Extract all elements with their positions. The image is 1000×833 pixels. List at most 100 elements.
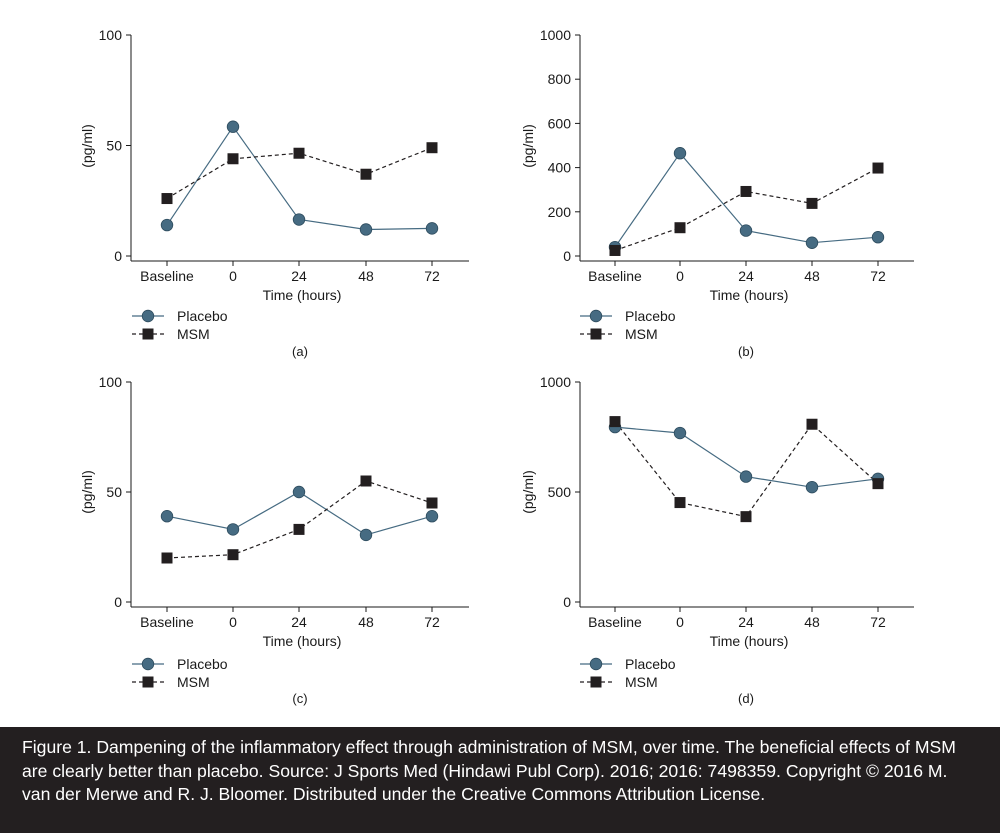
chart-panel-a: 0 50 100 Baseline 0 24 48 72 Time (hours) (pg/ml)… [79,27,469,359]
x-axis-title: Time (hours) [710,287,789,303]
legend-marker-msm [590,676,602,688]
legend-marker-msm [142,328,154,340]
legend-label-placebo: Placebo [625,656,676,672]
legend-label-msm: MSM [177,326,210,342]
data-point-msm [740,185,752,197]
chart-panel-d: 0 500 1000 Baseline 0 24 48 72 Time (hours) (pg/m… [520,374,914,706]
x-tick-label: 48 [804,614,820,630]
panel-label: (c) [292,691,307,706]
panel-label: (a) [292,344,308,359]
data-point-placebo [673,426,687,440]
y-tick-label: 200 [548,204,572,220]
y-axis-title: (pg/ml) [79,124,95,168]
legend-marker-msm [142,676,154,688]
y-tick-label: 0 [563,248,571,264]
data-point-msm [674,497,686,509]
data-point-placebo [160,218,174,232]
data-point-msm [609,244,621,256]
legend-label-placebo: Placebo [177,308,228,324]
data-point-placebo [292,213,306,226]
x-tick-label: Baseline [140,614,194,630]
panel-label: (b) [738,344,754,359]
figure-panels: 0 50 100 Baseline 0 24 48 72 Time (hours) (pg/ml)… [79,27,914,706]
x-tick-label: 48 [358,268,374,284]
data-point-placebo [359,528,373,542]
data-point-msm [360,475,372,487]
legend-label-placebo: Placebo [177,656,228,672]
x-tick-label: 0 [229,614,237,630]
y-tick-label: 1000 [540,27,571,43]
x-tick-label: Baseline [140,268,194,284]
x-tick-label: 48 [358,614,374,630]
y-tick-label: 0 [114,594,122,610]
data-point-msm [227,153,239,165]
x-axis-title: Time (hours) [263,633,342,649]
series-line-msm [614,421,879,518]
x-tick-label: 24 [738,268,754,284]
data-point-msm [872,478,884,490]
data-point-msm [806,197,818,209]
data-point-placebo [292,485,306,499]
legend-label-msm: MSM [625,326,658,342]
x-tick-label: 72 [424,614,440,630]
y-tick-label: 100 [99,374,123,390]
legend-label-msm: MSM [177,674,210,690]
data-point-placebo [805,236,819,249]
panel-label: (d) [738,691,754,706]
data-point-msm [609,416,621,428]
x-tick-label: 72 [424,268,440,284]
data-point-msm [161,552,173,564]
y-tick-label: 500 [548,484,572,500]
x-axis-title: Time (hours) [263,287,342,303]
y-axis-title: (pg/ml) [520,470,536,514]
legend-label-placebo: Placebo [625,308,676,324]
data-point-placebo [226,120,240,133]
legend-marker-msm [590,328,602,340]
data-point-msm [293,523,305,535]
data-point-msm [227,549,239,561]
data-point-placebo [871,231,885,244]
chart-panel-c: 0 50 100 Baseline 0 24 48 72 Time (hours) (pg/ml)… [79,374,469,706]
data-point-msm [426,497,438,509]
x-tick-label: 72 [870,268,886,284]
y-tick-label: 50 [106,484,122,500]
x-tick-label: Baseline [588,268,642,284]
x-tick-label: 24 [291,614,307,630]
caption-text: Figure 1. Dampening of the inflammatory … [22,737,956,804]
data-point-msm [674,222,686,234]
x-tick-label: 72 [870,614,886,630]
figure-caption: Figure 1. Dampening of the inflammatory … [0,727,1000,833]
data-point-placebo [739,470,753,483]
legend-marker-placebo [589,657,603,671]
data-point-placebo [805,480,819,494]
data-point-placebo [673,147,687,160]
x-tick-label: Baseline [588,614,642,630]
y-tick-label: 0 [563,594,571,610]
y-tick-label: 100 [99,27,123,43]
data-point-msm [806,418,818,430]
legend-marker-placebo [589,309,603,323]
x-axis-title: Time (hours) [710,633,789,649]
data-point-placebo [425,222,439,235]
legend-label-msm: MSM [625,674,658,690]
data-point-placebo [226,523,240,536]
x-tick-label: 24 [738,614,754,630]
y-tick-label: 1000 [540,374,571,390]
y-tick-label: 50 [106,138,122,154]
chart-svg: 0 50 100 Baseline 0 24 48 72 Time (hours) (pg/ml)… [79,27,914,706]
y-axis-title: (pg/ml) [79,470,95,514]
data-point-msm [740,511,752,523]
data-point-placebo [739,224,753,237]
data-point-placebo [359,223,373,236]
data-point-msm [426,142,438,154]
chart-panel-b: 0 200 400 600 800 1000 Baseline 0 24 48 72 Time (ho… [520,27,914,359]
x-tick-label: 0 [229,268,237,284]
data-point-msm [872,162,884,174]
data-point-placebo [160,510,174,523]
x-tick-label: 0 [676,614,684,630]
data-point-placebo [425,510,439,523]
y-tick-label: 400 [548,160,572,176]
data-point-msm [360,168,372,180]
x-tick-label: 0 [676,268,684,284]
x-tick-label: 48 [804,268,820,284]
